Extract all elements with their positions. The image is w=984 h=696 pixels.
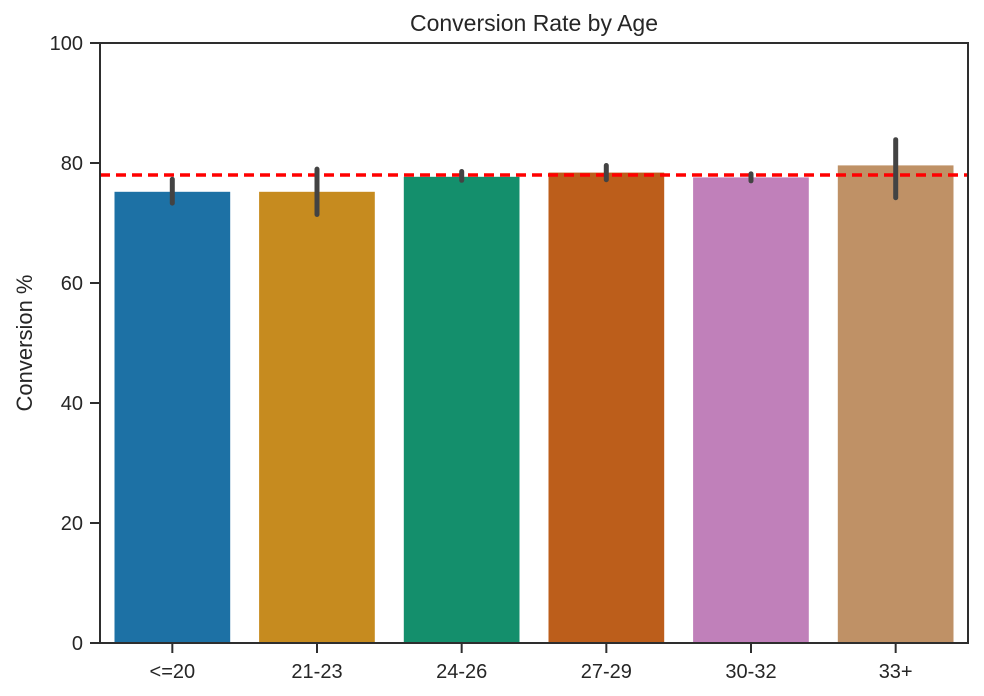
- x-tick-label-33+: 33+: [879, 661, 913, 683]
- bar-24-26: [403, 176, 520, 644]
- x-tick-label-21-23: 21-23: [291, 661, 342, 683]
- error-bar-<=20: [169, 176, 175, 206]
- bar-30-32: [693, 177, 809, 643]
- chart-title: Conversion Rate by Age: [409, 10, 659, 36]
- x-tick-label-30-32: 30-32: [725, 661, 776, 683]
- bar-27-29: [548, 172, 665, 643]
- error-bar-24-26: [459, 169, 465, 183]
- y-tick-label-40: 40: [61, 393, 83, 415]
- y-tick-label-100: 100: [50, 33, 83, 55]
- error-bar-21-23: [314, 166, 320, 217]
- bar-<=20: [114, 191, 231, 644]
- y-tick-label-20: 20: [61, 513, 83, 535]
- x-tick-label-<=20: <=20: [150, 661, 196, 683]
- bar-33+: [837, 165, 954, 643]
- y-axis-label: Conversion %: [12, 274, 37, 412]
- y-tick-label-0: 0: [72, 633, 83, 655]
- x-tick-label-24-26: 24-26: [436, 661, 487, 683]
- error-bar-27-29: [603, 163, 609, 183]
- plot-border: [99, 42, 969, 644]
- x-tick-label-27-29: 27-29: [581, 661, 632, 683]
- y-tick-label-80: 80: [61, 153, 83, 175]
- error-bar-33+: [893, 137, 899, 201]
- bar-21-23: [259, 191, 375, 644]
- error-bar-30-32: [748, 171, 754, 184]
- y-tick-label-60: 60: [61, 273, 83, 295]
